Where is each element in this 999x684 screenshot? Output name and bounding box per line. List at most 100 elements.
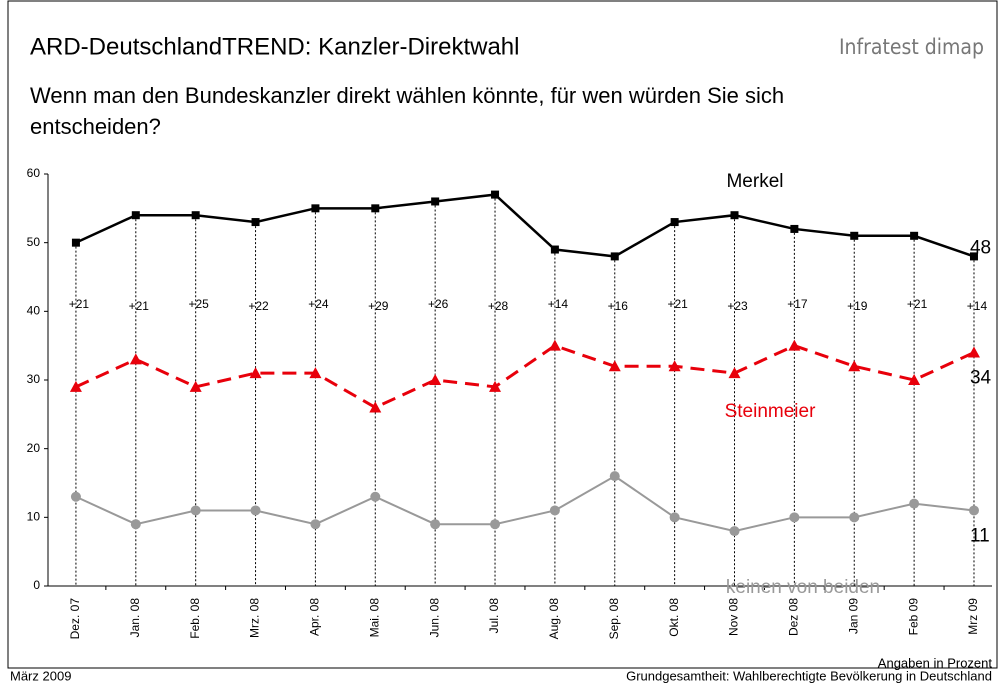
x-tick-label: Okt. 08 (667, 598, 681, 637)
marker (908, 374, 921, 385)
marker (670, 218, 679, 227)
x-tick-label: Nov 08 (727, 598, 741, 636)
difference-label: +29 (368, 299, 389, 313)
marker (71, 238, 80, 247)
difference-label: +24 (308, 297, 329, 311)
x-tick-label: Dez 08 (787, 598, 801, 636)
y-tick-label: 20 (27, 441, 41, 455)
frame (7, 0, 998, 669)
marker (129, 353, 142, 365)
x-tick-label: Mai. 08 (367, 598, 381, 638)
marker (370, 491, 381, 502)
x-tick-label: Aug. 08 (547, 598, 561, 640)
marker (429, 374, 442, 385)
marker (69, 380, 82, 392)
end-label: 48 (970, 237, 991, 258)
marker (431, 197, 440, 206)
marker (548, 339, 561, 351)
difference-label: +23 (727, 299, 748, 313)
marker (968, 505, 979, 516)
x-tick-label: Apr. 08 (308, 598, 322, 636)
series-line (75, 344, 975, 410)
marker (610, 252, 619, 261)
y-tick-label: 10 (27, 510, 41, 524)
marker (430, 519, 441, 530)
marker (310, 519, 321, 530)
marker (850, 231, 859, 240)
marker (909, 498, 920, 509)
x-tick-label: Feb. 08 (188, 598, 202, 639)
marker (249, 367, 262, 379)
marker (309, 367, 322, 379)
footer-right: Angaben in Prozent (878, 655, 993, 670)
difference-label: +21 (69, 297, 90, 311)
difference-label: +21 (129, 299, 150, 313)
x-tick-label: Jan. 08 (128, 598, 142, 638)
source: Infratest dimap (839, 35, 984, 59)
marker (730, 211, 739, 220)
chart-title: ARD-DeutschlandTREND: Kanzler-Direktwahl (30, 33, 519, 60)
marker (489, 380, 502, 392)
marker (190, 505, 201, 516)
y-tick-label: 0 (33, 578, 40, 592)
marker (191, 211, 200, 220)
marker (371, 204, 380, 213)
series-line (75, 193, 975, 258)
end-label: 34 (970, 368, 992, 389)
marker (251, 218, 260, 227)
x-tick-label: Feb 09 (906, 598, 920, 636)
marker (849, 512, 860, 523)
marker (549, 505, 560, 516)
marker (669, 512, 680, 523)
marker (491, 190, 500, 199)
difference-label: +22 (248, 299, 269, 313)
x-tick-label: Jun. 08 (427, 598, 441, 638)
difference-label: +21 (667, 297, 688, 311)
subtitle: entscheiden? (30, 114, 161, 139)
marker (668, 360, 681, 372)
series-label: Merkel (726, 171, 783, 192)
marker (848, 360, 861, 372)
marker (609, 471, 620, 482)
marker (910, 231, 919, 240)
difference-label: +26 (428, 297, 449, 311)
marker (967, 346, 980, 358)
marker (729, 526, 740, 537)
difference-label: +14 (967, 299, 988, 313)
marker (70, 491, 81, 502)
difference-label: +28 (488, 299, 509, 313)
series-label: Steinmeier (725, 401, 816, 422)
difference-label: +16 (608, 299, 629, 313)
marker (250, 505, 261, 516)
marker (130, 519, 141, 530)
marker (131, 211, 140, 220)
marker (550, 245, 559, 254)
y-tick-label: 30 (27, 372, 41, 386)
marker (608, 360, 621, 372)
difference-label: +25 (188, 297, 209, 311)
footer-left: März 2009 (10, 668, 71, 683)
end-label: 11 (970, 525, 990, 546)
footer-right: Grundgesamtheit: Wahlberechtigte Bevölke… (626, 668, 992, 683)
y-tick-label: 60 (27, 166, 41, 180)
marker (311, 204, 320, 213)
difference-label: +19 (847, 299, 868, 313)
series-label: keinen von beiden (726, 577, 880, 598)
marker (790, 224, 799, 233)
subtitle: Wenn man den Bundeskanzler direkt wählen… (30, 83, 784, 108)
difference-label: +21 (907, 297, 928, 311)
marker (490, 519, 501, 530)
marker (189, 380, 202, 392)
x-tick-label: Mrz 09 (966, 598, 980, 635)
x-tick-label: Dez. 07 (68, 598, 82, 640)
x-tick-label: Jan 09 (846, 598, 860, 634)
marker (789, 512, 800, 523)
marker (728, 367, 741, 379)
y-tick-label: 40 (27, 304, 41, 318)
difference-label: +14 (548, 297, 569, 311)
x-tick-label: Jul. 08 (487, 598, 501, 634)
difference-label: +17 (787, 297, 808, 311)
series-line (75, 474, 975, 533)
y-tick-label: 50 (27, 235, 41, 249)
